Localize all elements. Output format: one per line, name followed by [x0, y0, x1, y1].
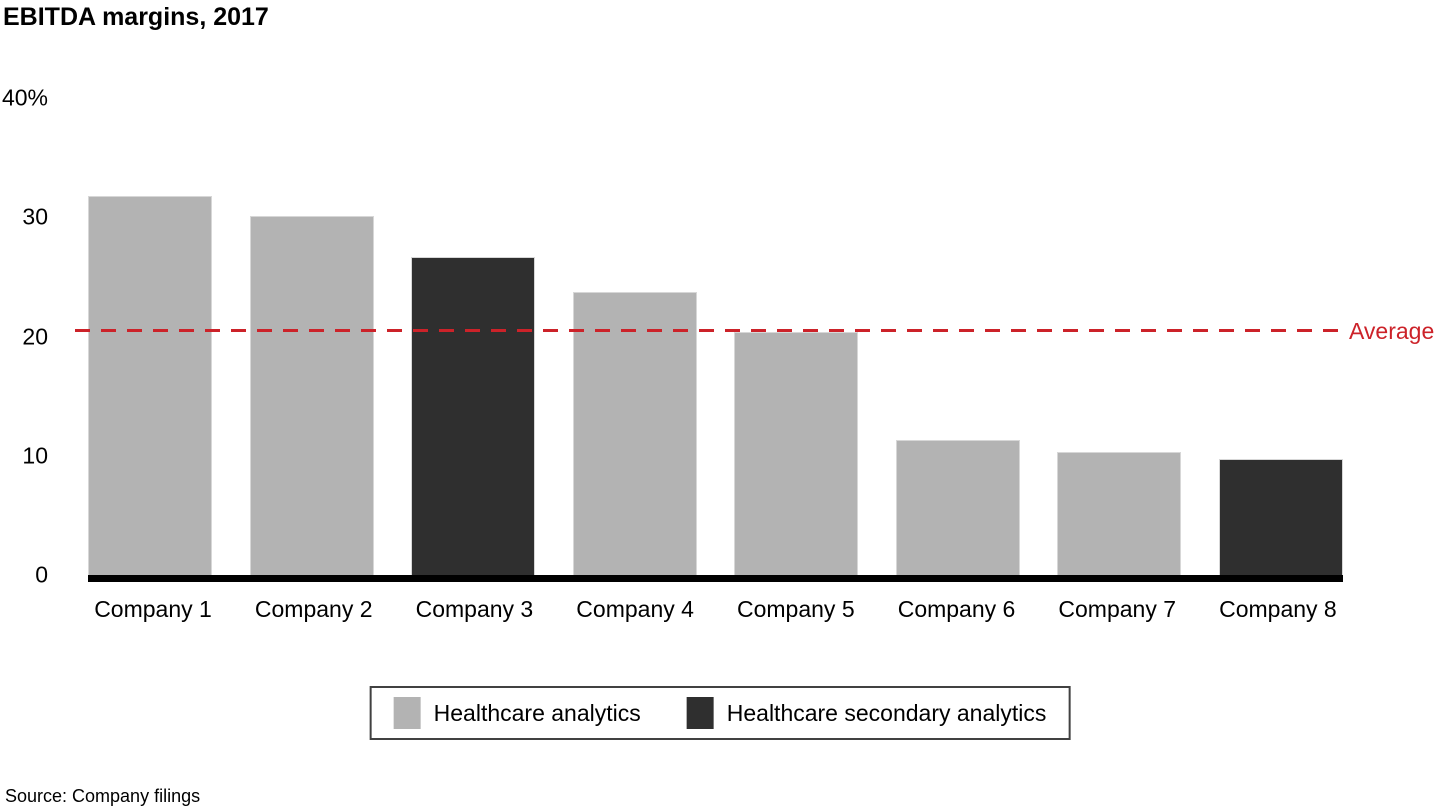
- legend-item-1: Healthcare secondary analytics: [686, 697, 1047, 729]
- x-axis-label-company-1: Company 1: [94, 596, 212, 622]
- average-line: [75, 329, 1345, 332]
- y-axis-ticks: 40% 30 20 10 0: [0, 86, 48, 586]
- x-axis-label-company-5: Company 5: [737, 596, 855, 622]
- bar-company-8: [1218, 459, 1343, 575]
- y-tick-label-0: 0: [35, 561, 48, 588]
- x-axis-line: [88, 575, 1343, 582]
- bar-company-4: [572, 292, 697, 575]
- source-note: Source: Company filings: [5, 786, 201, 806]
- legend-label: Healthcare analytics: [433, 700, 641, 726]
- bar-company-7: [1057, 452, 1182, 575]
- x-axis-label-company-4: Company 4: [576, 596, 694, 622]
- x-axis-label-company-2: Company 2: [254, 596, 373, 622]
- bar-company-2: [249, 216, 374, 575]
- bar-company-1: [88, 196, 212, 575]
- y-tick-label-20: 20: [22, 323, 48, 349]
- legend: Healthcare analytics Healthcare secondary…: [369, 686, 1071, 740]
- legend-item-0: Healthcare analytics: [393, 697, 641, 729]
- y-tick-label-10: 10: [22, 442, 48, 469]
- average-label: Average: [1349, 318, 1435, 344]
- x-axis-label-company-3: Company 3: [415, 596, 534, 622]
- chart-title: EBITDA margins, 2017: [3, 3, 269, 31]
- legend-swatch-icon: [393, 697, 421, 729]
- x-axis-labels: Company 1 Company 2 Company 3 Company 4 Comp…: [88, 596, 1343, 622]
- y-tick-label-30: 30: [22, 203, 48, 230]
- legend-swatch-icon: [686, 697, 714, 729]
- x-axis-label-company-8: Company 8: [1219, 596, 1337, 622]
- plot-area: [88, 98, 1343, 575]
- x-axis-label-company-7: Company 7: [1058, 596, 1177, 622]
- bar-company-3: [411, 257, 536, 575]
- bars: [88, 98, 1343, 575]
- legend-label: Healthcare secondary analytics: [726, 700, 1047, 726]
- x-axis-label-company-6: Company 6: [897, 596, 1016, 622]
- y-tick-label-40: 40%: [1, 84, 48, 111]
- bar-company-5: [734, 332, 859, 575]
- bar-company-6: [895, 440, 1020, 575]
